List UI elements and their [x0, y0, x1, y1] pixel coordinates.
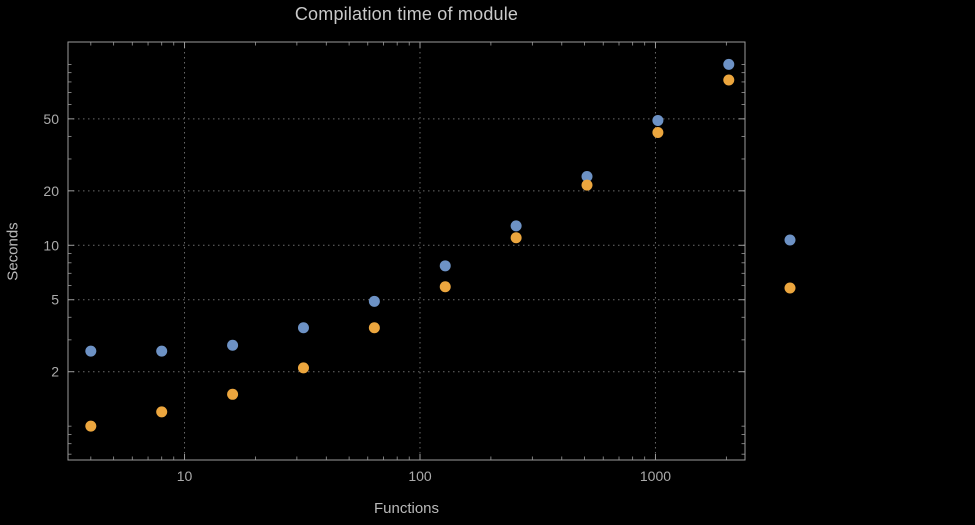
point-series-1-x512: [581, 171, 593, 183]
y-tick-label-50: 50: [43, 111, 59, 127]
point-series-1-x64: [368, 295, 380, 307]
point-series-1-x32: [297, 322, 309, 334]
point-series-1-x2048: [723, 58, 735, 70]
y-axis-label: Seconds: [4, 222, 22, 281]
chart-title: Compilation time of module: [294, 4, 519, 24]
legend-marker-series-2: [784, 282, 796, 294]
point-series-2-x128: [439, 281, 451, 293]
point-series-1-x128: [439, 260, 451, 272]
point-series-2-x256: [510, 232, 522, 244]
point-series-1-x8: [156, 345, 168, 357]
point-series-2-x8: [156, 406, 168, 418]
point-series-2-x16: [227, 388, 239, 400]
point-series-1-x256: [510, 220, 522, 232]
x-tick-label-1000: 1000: [640, 468, 671, 484]
legend-marker-series-1: [784, 234, 796, 246]
point-series-1-x16: [227, 339, 239, 351]
point-series-2-x2048: [723, 74, 735, 86]
point-series-1-x1024: [652, 114, 664, 126]
x-axis-label: Functions: [373, 500, 440, 517]
plot-frame: [67, 41, 746, 461]
point-series-2-x64: [368, 322, 380, 334]
point-series-2-x32: [297, 362, 309, 374]
x-tick-label-100: 100: [408, 468, 432, 484]
point-series-2-x1024: [652, 127, 664, 139]
y-tick-label-20: 20: [43, 183, 59, 199]
y-tick-label-5: 5: [51, 292, 59, 308]
point-series-2-x512: [581, 179, 593, 191]
point-series-1-x4: [85, 345, 97, 357]
x-tick-label-10: 10: [177, 468, 193, 484]
y-tick-label-2: 2: [51, 364, 59, 380]
y-tick-label-10: 10: [43, 237, 59, 253]
point-series-2-x4: [85, 420, 97, 432]
